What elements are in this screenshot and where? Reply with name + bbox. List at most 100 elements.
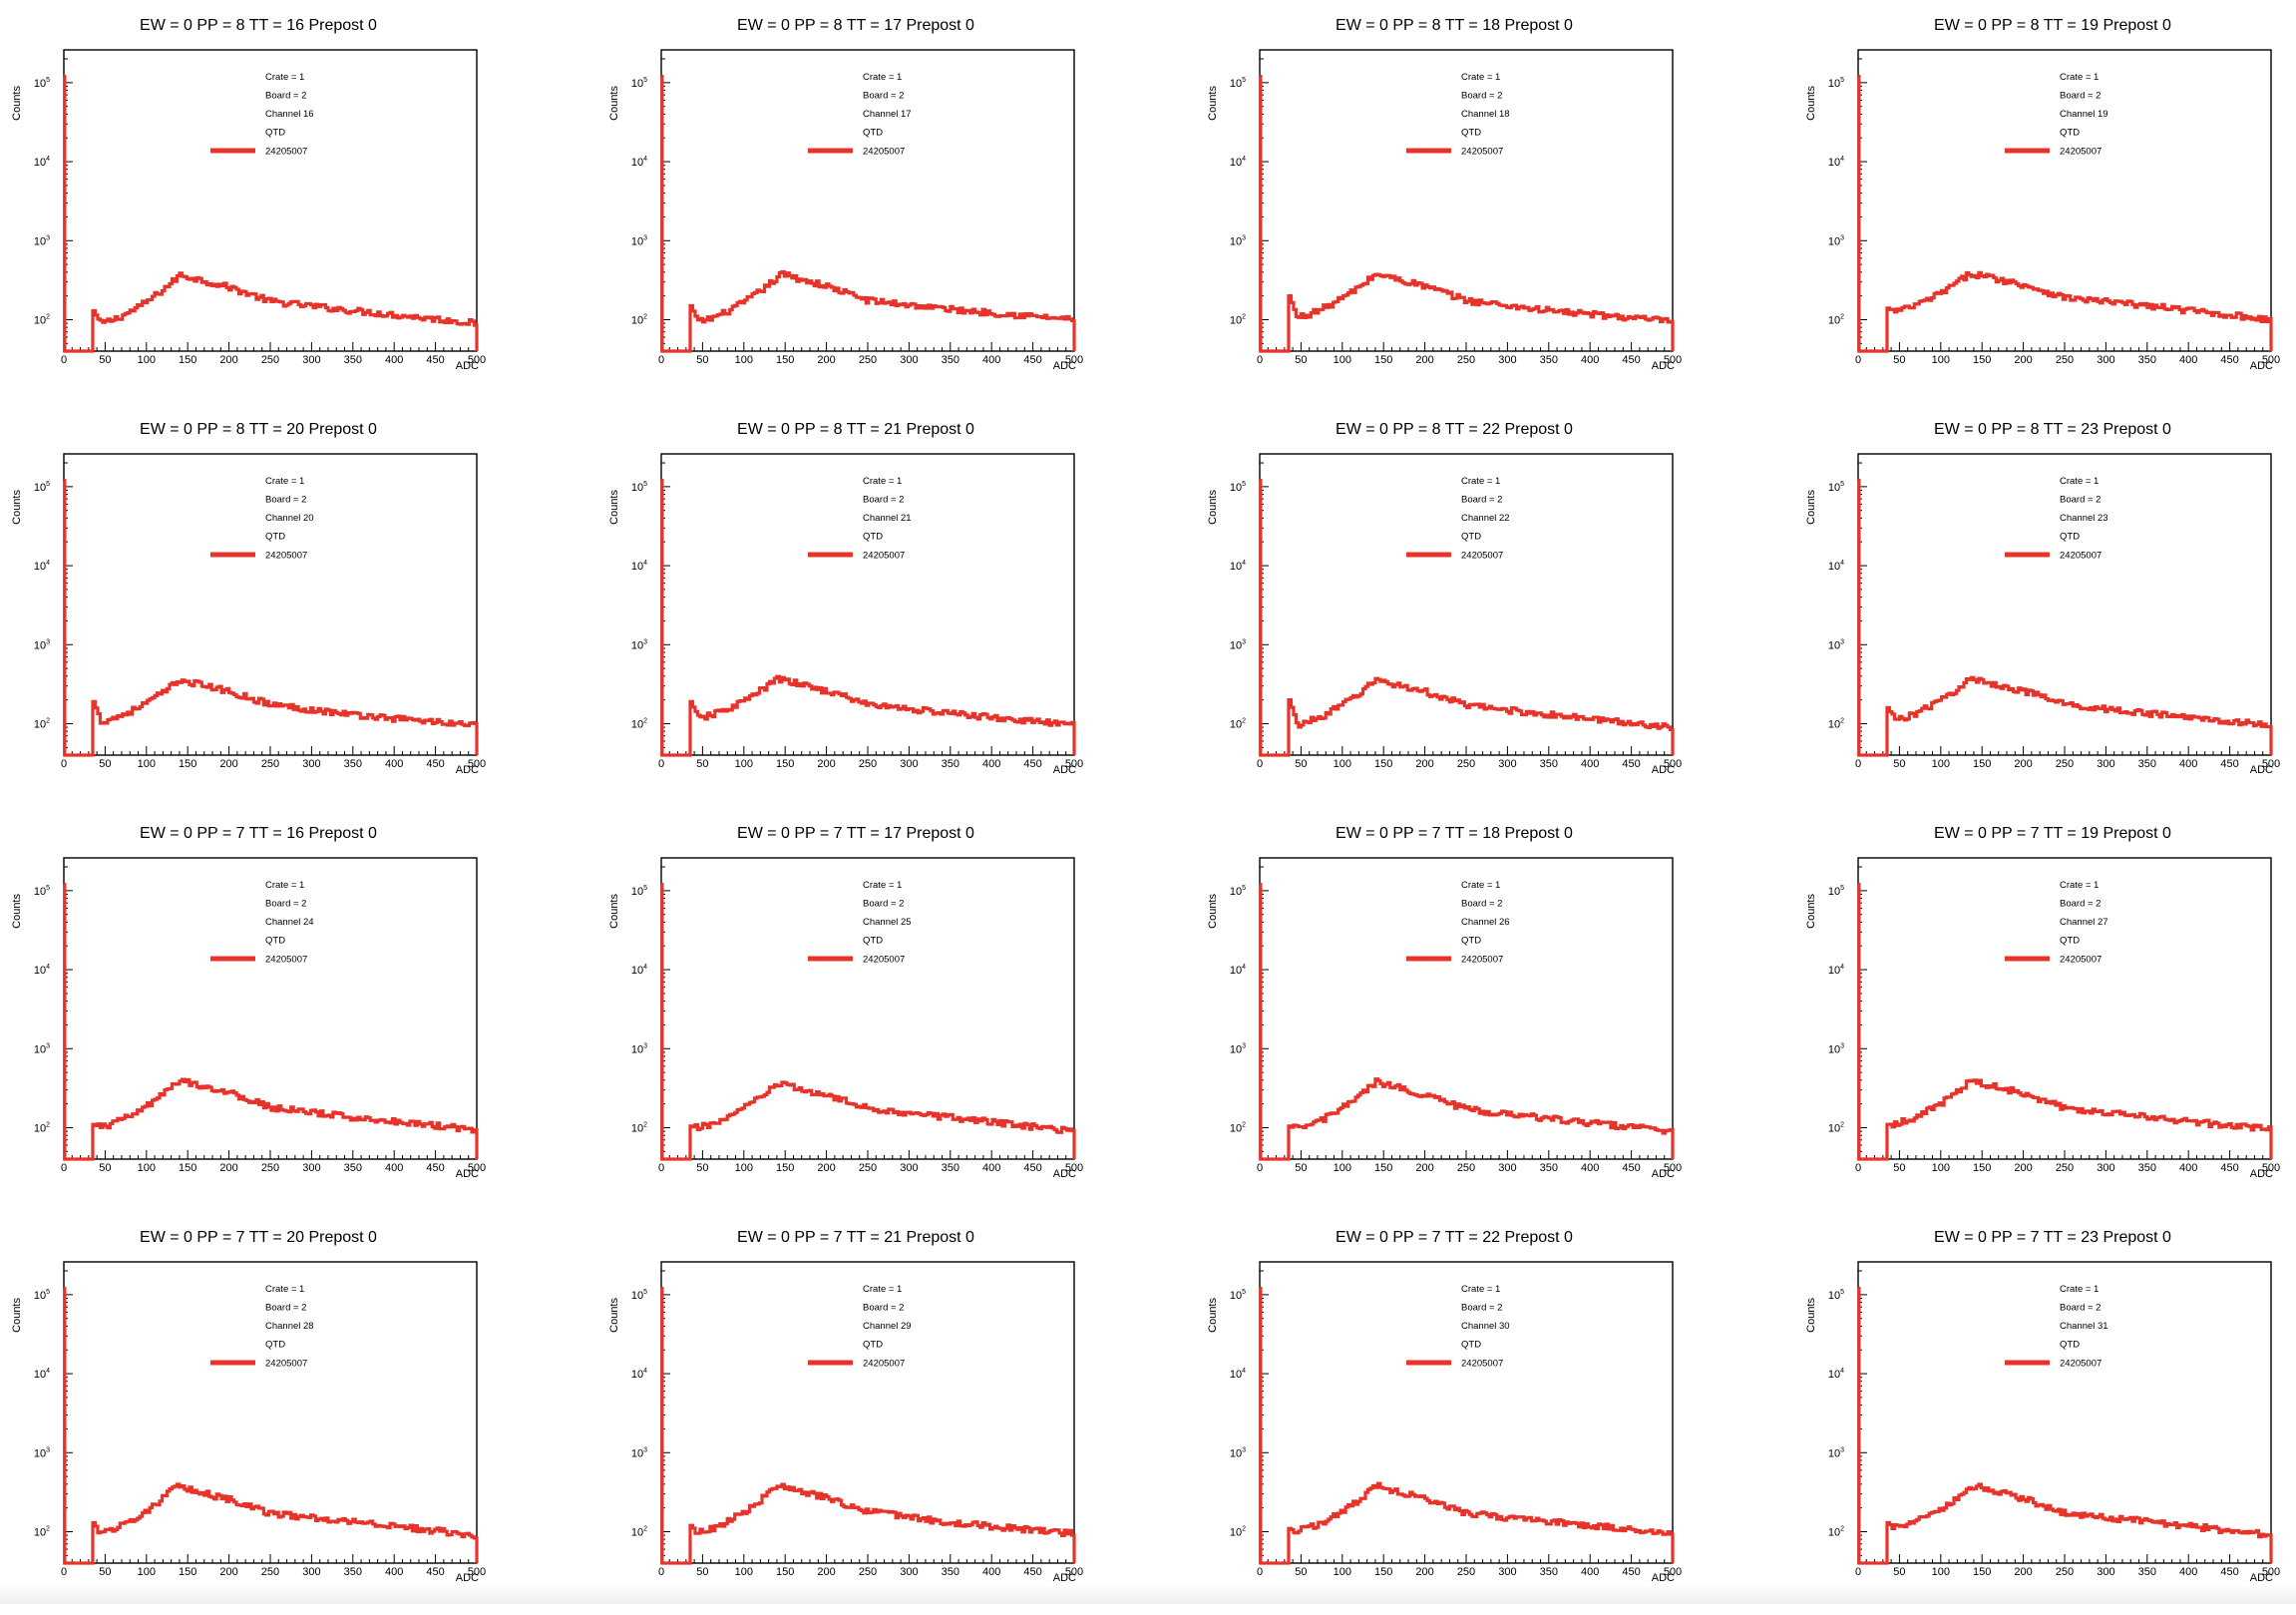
x-tick-label: 400 [1581,1162,1599,1174]
x-tick-label: 200 [1415,354,1433,366]
x-tick-label: 100 [1334,1162,1351,1174]
chart-title: EW = 0 PP = 7 TT = 21 Prepost 0 [737,1229,974,1246]
histogram-series-line [1857,74,2273,353]
y-axis-label: Counts [1805,894,1817,929]
x-tick-label: 450 [426,1566,444,1578]
y-tick-label: 104 [631,156,647,169]
y-tick-label: 105 [1230,481,1246,494]
histogram-panel: EW = 0 PP = 7 TT = 20 Prepost 0 Counts ADC… [0,1212,574,1615]
x-axis-label: ADC [1652,1572,1675,1584]
y-tick-label: 105 [1230,885,1246,898]
legend-line: Board = 2 [863,1303,904,1314]
x-tick-label: 450 [1023,354,1041,366]
x-tick-label: 50 [99,758,111,770]
legend-line: Channel 30 [1461,1321,1510,1332]
x-axis-label: ADC [1652,1168,1675,1180]
x-tick-label: 100 [1932,1162,1950,1174]
x-tick-label: 50 [696,1566,708,1578]
y-tick-label: 105 [1828,77,1844,90]
x-tick-label: 200 [2014,1566,2032,1578]
histogram-svg: EW = 0 PP = 8 TT = 17 Prepost 0 Counts ADC… [608,17,1083,372]
x-tick-label: 50 [1893,354,1905,366]
legend-line: Crate = 1 [2060,476,2099,487]
y-tick-label: 102 [631,717,647,730]
chart-title: EW = 0 PP = 8 TT = 20 Prepost 0 [140,421,377,438]
y-tick-label: 103 [631,638,647,651]
legend-line: Board = 2 [265,899,306,910]
legend-line: QTD [1461,1340,1481,1351]
x-tick-label: 500 [1065,1162,1083,1174]
x-tick-label: 450 [1622,354,1640,366]
legend-line: QTD [265,936,285,947]
legend-series-label: 24205007 [2060,1359,2102,1370]
y-axis-label: Counts [1805,86,1817,121]
x-tick-label: 450 [1622,758,1640,770]
x-tick-label: 250 [1457,1566,1475,1578]
x-tick-label: 300 [2097,758,2114,770]
x-tick-label: 0 [61,354,67,366]
y-tick-label: 105 [1230,77,1246,90]
legend-line: Crate = 1 [863,880,902,891]
x-tick-label: 250 [859,354,877,366]
x-tick-label: 350 [1540,1162,1558,1174]
x-tick-label: 300 [302,354,320,366]
x-tick-label: 150 [1374,354,1392,366]
legend-series-label: 24205007 [265,551,307,562]
histogram-svg: EW = 0 PP = 8 TT = 18 Prepost 0 Counts ADC… [1207,17,1682,372]
x-axis-label: ADC [1652,360,1675,372]
x-tick-label: 150 [1973,1162,1991,1174]
x-tick-label: 500 [2262,1566,2280,1578]
legend-line: QTD [1461,936,1481,947]
legend-line: Crate = 1 [2060,72,2099,83]
x-tick-label: 450 [426,354,444,366]
legend-series-label: 24205007 [265,147,307,158]
x-tick-label: 150 [776,1162,794,1174]
y-tick-label: 102 [631,1525,647,1538]
y-tick-label: 105 [1828,1289,1844,1302]
legend-series-label: 24205007 [2060,147,2102,158]
x-tick-label: 400 [2179,758,2197,770]
legend-line: Channel 22 [1461,513,1510,524]
legend-line: Channel 29 [863,1321,912,1332]
x-tick-label: 400 [385,1162,403,1174]
histogram-series-line [1259,882,1675,1161]
histogram-svg: EW = 0 PP = 8 TT = 22 Prepost 0 Counts ADC… [1207,421,1682,776]
x-tick-label: 500 [2262,1162,2280,1174]
histogram-series-line [1857,478,2273,757]
x-tick-label: 350 [344,354,362,366]
y-tick-label: 103 [1828,1446,1844,1459]
x-tick-label: 350 [1540,758,1558,770]
x-tick-label: 400 [982,1566,1000,1578]
histogram-svg: EW = 0 PP = 8 TT = 16 Prepost 0 Counts ADC… [11,17,486,372]
x-tick-label: 450 [2220,354,2238,366]
legend-line: QTD [2060,532,2080,543]
x-tick-label: 300 [900,354,918,366]
y-tick-label: 104 [1828,156,1844,169]
x-tick-label: 300 [1498,758,1516,770]
x-tick-label: 100 [138,1566,156,1578]
x-tick-label: 200 [2014,758,2032,770]
x-tick-label: 250 [2056,758,2074,770]
histogram-panel: EW = 0 PP = 7 TT = 21 Prepost 0 Counts ADC… [597,1212,1171,1615]
legend: Crate = 1 Board = 2 Channel 18 QTD 24205007 [1406,72,1510,158]
histogram-series-line [660,882,1076,1161]
y-tick-label: 105 [34,481,50,494]
y-tick-label: 102 [1230,1525,1246,1538]
x-tick-label: 400 [982,758,1000,770]
x-tick-label: 250 [1457,1162,1475,1174]
x-tick-label: 500 [1065,1566,1083,1578]
x-tick-label: 400 [385,1566,403,1578]
legend: Crate = 1 Board = 2 Channel 26 QTD 24205007 [1406,880,1510,966]
legend-series-label: 24205007 [265,1359,307,1370]
x-tick-label: 0 [1257,354,1263,366]
y-tick-label: 103 [1828,1042,1844,1055]
legend-line: Channel 16 [265,109,314,120]
x-tick-label: 450 [1023,758,1041,770]
x-tick-label: 100 [735,1162,753,1174]
legend-line: Crate = 1 [1461,476,1500,487]
x-tick-label: 150 [776,354,794,366]
x-tick-label: 150 [1973,354,1991,366]
x-tick-label: 500 [1664,354,1682,366]
x-tick-label: 100 [1334,758,1351,770]
x-tick-label: 250 [1457,758,1475,770]
